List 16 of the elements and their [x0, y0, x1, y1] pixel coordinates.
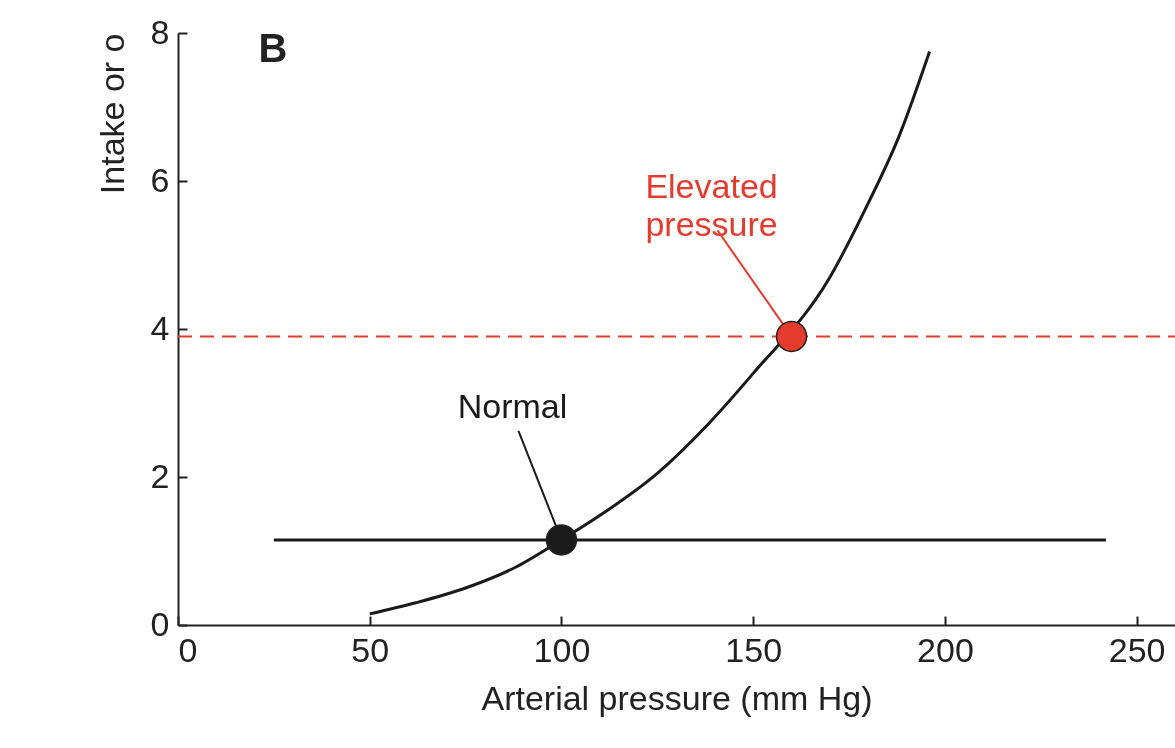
y-tick-label: 4 — [150, 308, 170, 347]
x-tick-label: 250 — [1108, 630, 1166, 669]
x-tick-label: 150 — [725, 630, 783, 669]
annotation: Elevated pressure — [645, 167, 778, 244]
y-axis-title: Intake or o — [92, 33, 131, 195]
x-tick-label: 0 — [178, 630, 198, 669]
y-tick-label: 2 — [150, 456, 170, 495]
x-tick-label: 50 — [351, 630, 390, 669]
x-tick-label: 200 — [917, 630, 974, 669]
x-tick-label: 100 — [533, 630, 591, 669]
y-tick-label: 6 — [150, 160, 170, 199]
annotation: Normal — [457, 386, 568, 425]
x-axis-title: Arterial pressure (mm Hg) — [481, 678, 873, 717]
y-tick-label: 8 — [150, 12, 170, 51]
annotation: B — [258, 26, 288, 70]
y-tick-label: 0 — [150, 604, 170, 643]
